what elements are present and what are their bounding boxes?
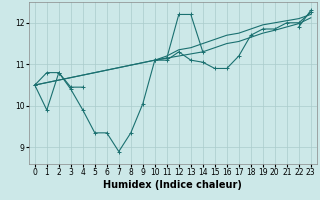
X-axis label: Humidex (Indice chaleur): Humidex (Indice chaleur) — [103, 180, 242, 190]
